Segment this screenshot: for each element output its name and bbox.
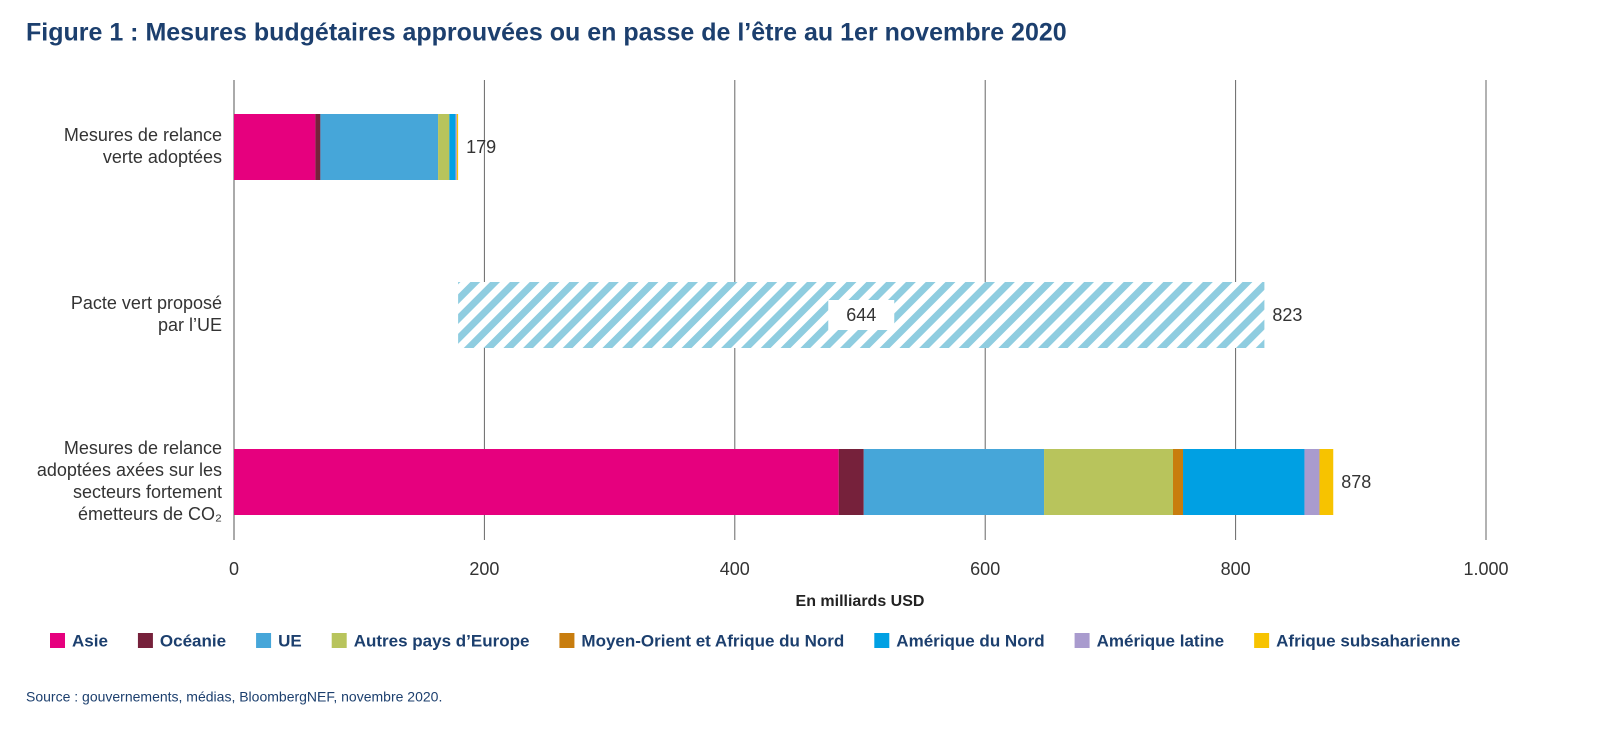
value-label: 644 [846,305,876,325]
bar-segment [234,114,316,180]
legend-label: Océanie [160,631,226,650]
bar-segment [455,114,457,180]
x-axis-label: En milliards USD [796,593,925,610]
y-tick-label: Mesures de relance [64,438,222,458]
legend-label: Amérique latine [1097,631,1225,650]
y-tick-label: Mesures de relance [64,125,222,145]
y-tick-label: verte adoptées [103,147,222,167]
chart-title: Figure 1 : Mesures budgétaires approuvée… [26,19,1067,47]
source: Source : gouvernements, médias, Bloomber… [26,689,442,705]
legend-swatch [137,633,153,648]
bar-segment [1044,449,1173,515]
x-tick-label: 1.000 [1463,559,1508,579]
total-label: 878 [1341,472,1371,492]
y-tick-label: secteurs fortement [73,482,222,502]
legend-label: Amérique du Nord [896,631,1044,650]
legend-label: Asie [72,631,108,650]
bar-segment [320,114,439,180]
legend-swatch [874,633,890,648]
bar-segment [863,449,1045,515]
legend-label: Afrique subsaharienne [1276,631,1460,650]
y-tick-label: émetteurs de CO₂ [78,504,222,524]
x-tick-label: 200 [469,559,499,579]
bar-segment [1173,449,1184,515]
bar-segment [315,114,321,180]
bar-segment [234,449,839,515]
bar-segment [438,114,450,180]
y-tick-label: par l’UE [158,315,222,335]
legend-swatch [1254,633,1270,648]
total-label: 179 [466,137,496,157]
legend-label: Autres pays d’Europe [354,631,530,650]
bar-segment [838,449,864,515]
legend-swatch [1074,633,1090,648]
legend-swatch [256,633,272,648]
y-tick-label: adoptées axées sur les [37,460,222,480]
x-tick-label: 600 [970,559,1000,579]
bar-segment [1183,449,1305,515]
legend-swatch [50,633,65,648]
x-tick-label: 0 [229,559,239,579]
bar-segment [1304,449,1320,515]
value-label-box [828,300,895,330]
bar-segment [456,114,459,180]
bar-segment [1319,449,1334,515]
legend-label: Moyen-Orient et Afrique du Nord [581,631,844,650]
total-label: 823 [1272,305,1302,325]
bar-segment [449,114,456,180]
legend-label: UE [278,631,302,650]
y-tick-label: Pacte vert proposé [71,293,222,313]
legend-swatch [559,633,575,648]
x-tick-label: 800 [1221,559,1251,579]
x-tick-label: 400 [720,559,750,579]
legend-swatch [331,633,347,648]
